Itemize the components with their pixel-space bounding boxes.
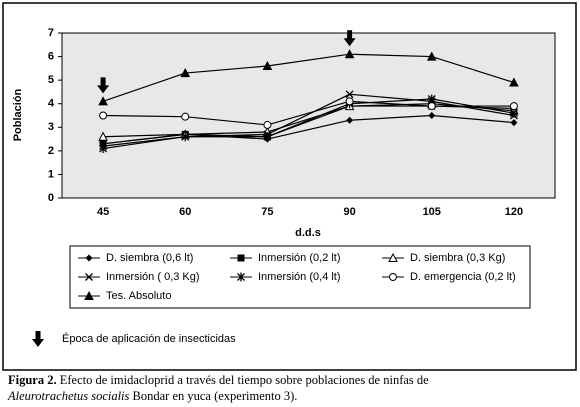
y-tick-label: 2 [48,145,54,157]
marker [344,49,355,59]
marker [99,144,108,153]
arrow-head [97,85,110,94]
marker [346,116,354,124]
y-tick-label: 6 [48,50,54,62]
y-tick-label: 3 [48,121,54,133]
marker [99,111,108,120]
caption-text: Efecto de imidacloprid a través del tiem… [60,373,429,387]
marker [263,120,272,129]
legend-label: Tes. Absoluto [106,290,171,302]
marker-stroke [85,273,93,281]
application-arrow [32,331,44,347]
x-tick-label: 90 [343,206,355,218]
marker [427,102,436,111]
marker [99,140,107,148]
arrow-shaft [35,331,41,340]
legend-label: Inmersión ( 0,3 Kg) [106,271,200,283]
caption-line-2: Aleurotrachetus socialis Bondar en yuca … [7,389,297,403]
arrow-shaft [100,77,106,87]
marker [345,97,354,106]
y-tick-label: 7 [48,27,54,39]
marker [237,272,245,282]
series-line [102,53,515,102]
legend-label: D. siembra (0,6 lt) [106,252,193,264]
marker [180,68,191,78]
x-tick-label: 105 [423,206,441,218]
y-tick-label: 1 [48,168,54,180]
marker [98,131,108,141]
marker [427,94,436,104]
caption: Figura 2. Efecto de imidacloprid a travé… [8,373,429,387]
marker [509,102,518,111]
arrow-head [32,339,44,347]
arrow-head [343,38,356,47]
marker [181,132,190,142]
marker [98,96,108,106]
y-tick-label: 5 [48,74,54,86]
y-tick-label: 4 [48,98,55,110]
legend-label: D. emergencia (0,2 lt) [410,271,516,283]
annotation-text: Época de aplicación de insecticidas [62,332,236,345]
marker [84,290,94,300]
marker [509,108,518,118]
y-axis-title: Población [12,88,24,141]
caption-species: Aleurotrachetus socialis [7,389,130,403]
x-tick-label: 75 [261,206,273,218]
marker [389,273,397,281]
series-line [103,103,514,138]
series-line [102,98,515,150]
marker [510,119,518,127]
caption-label: Figura 2. [8,373,57,387]
arrow-shaft [347,30,353,40]
marker-stroke [345,90,354,99]
legend-label: Inmersión (0,4 lt) [258,271,341,283]
legend-box [69,245,531,309]
legend-label: D. siembra (0,3 Kg) [410,252,505,264]
marker [85,254,93,262]
marker [262,60,273,70]
x-tick-label: 45 [97,206,109,218]
caption-text-end: Bondar en yuca (experimento 3). [133,389,298,403]
marker [388,252,398,262]
series-line [103,100,514,126]
y-tick-label: 0 [48,192,54,204]
legend-label: Inmersión (0,2 lt) [258,252,341,264]
x-tick-label: 60 [179,206,191,218]
marker [509,77,519,87]
marker [237,254,245,262]
x-tick-label: 120 [505,206,523,218]
application-arrow [343,30,356,47]
marker [426,51,437,61]
marker [181,112,190,121]
marker [345,90,354,99]
marker [263,132,272,142]
marker [85,273,93,281]
application-arrow [97,77,110,94]
x-axis-title: d.d.s [295,227,321,239]
marker [428,112,436,119]
